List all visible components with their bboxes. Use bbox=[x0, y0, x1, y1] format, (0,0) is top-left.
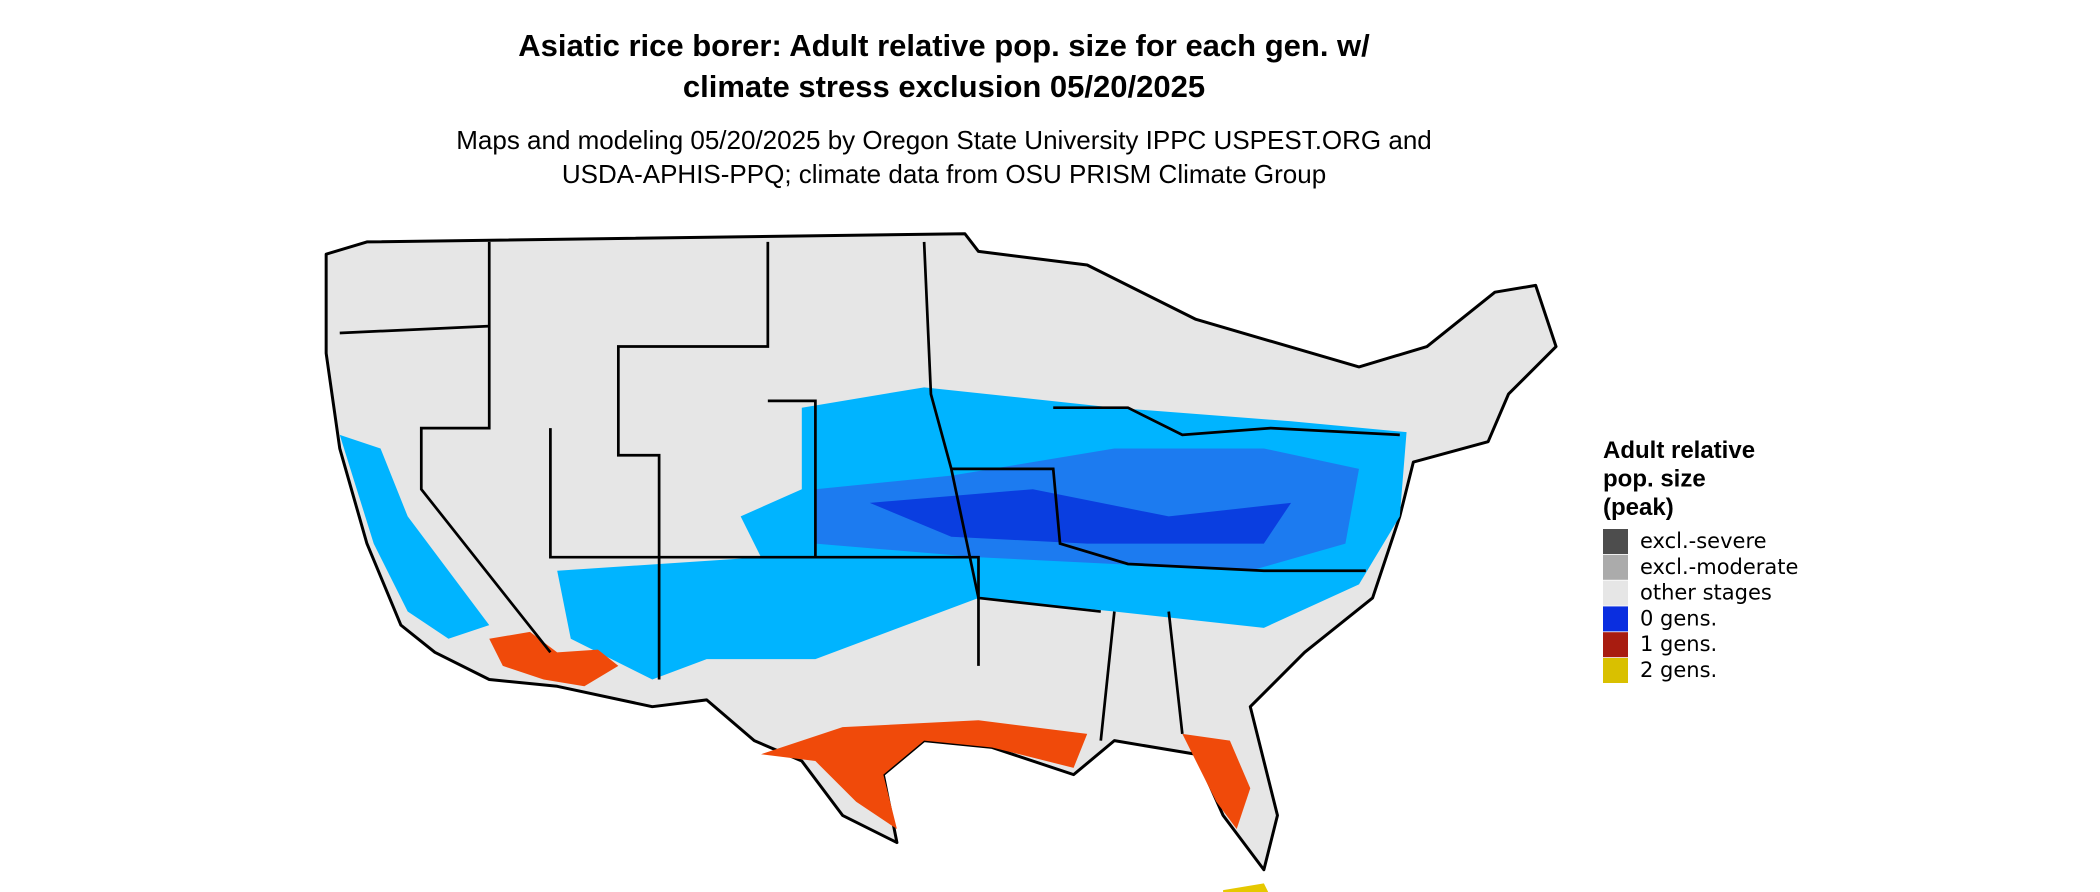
legend-swatch bbox=[1603, 529, 1628, 554]
zone-dark-blue bbox=[869, 489, 1292, 544]
heading: Asiatic rice borer: Adult relative pop. … bbox=[456, 28, 1432, 189]
zone-orange-az bbox=[489, 631, 619, 687]
title: climate stress exclusion 05/20/2025 bbox=[683, 69, 1205, 104]
zone-orange-fl bbox=[1182, 733, 1251, 829]
zone-yellow bbox=[1223, 883, 1269, 892]
map bbox=[324, 232, 1558, 892]
legend-swatch bbox=[1603, 580, 1628, 606]
legend-label: excl.-moderate bbox=[1640, 555, 1798, 579]
subtitle: USDA-APHIS-PPQ; climate data from OSU PR… bbox=[562, 159, 1326, 189]
legend-label: other stages bbox=[1640, 581, 1772, 605]
legend-label: 1 gens. bbox=[1640, 632, 1717, 656]
state-lines bbox=[339, 241, 1400, 741]
legend-label: excl.-severe bbox=[1640, 529, 1767, 553]
subtitle: Maps and modeling 05/20/2025 by Oregon S… bbox=[456, 125, 1432, 155]
legend-title: pop. size bbox=[1603, 466, 1706, 493]
legend-label: 2 gens. bbox=[1640, 658, 1717, 682]
legend-title: Adult relative bbox=[1603, 437, 1755, 464]
title: Asiatic rice borer: Adult relative pop. … bbox=[518, 28, 1370, 63]
zone-orange-gulf bbox=[761, 720, 1088, 829]
legend-swatch bbox=[1603, 554, 1628, 580]
legend-title: (peak) bbox=[1603, 494, 1674, 521]
legend-swatch bbox=[1603, 606, 1628, 632]
legend-label: 0 gens. bbox=[1640, 606, 1717, 630]
legend-swatch bbox=[1603, 658, 1628, 683]
zone-west-blue bbox=[339, 434, 490, 639]
legend-swatch bbox=[1603, 632, 1628, 658]
